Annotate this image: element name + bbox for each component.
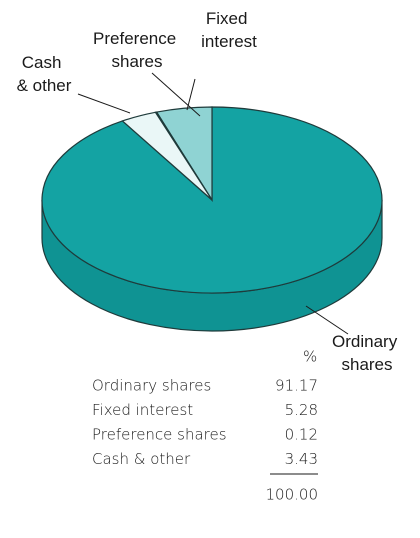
table-category: Ordinary shares	[92, 377, 211, 395]
table-category: Cash & other	[92, 450, 191, 468]
total-value: 100.00	[266, 486, 319, 504]
leader-line	[186, 78, 196, 111]
label-line: & other	[17, 76, 72, 95]
table-value: 5.28	[285, 401, 318, 419]
table-value: 0.12	[285, 426, 318, 444]
label-line: interest	[201, 32, 257, 51]
table-category: Preference shares	[92, 426, 227, 444]
pie-top	[41, 106, 383, 294]
pie-label: Ordinary shares	[332, 332, 402, 374]
leader-line	[77, 93, 131, 114]
pie-label: Cash & other	[17, 53, 72, 95]
label-line: Cash	[22, 53, 66, 72]
unit-header: %	[303, 348, 317, 366]
pie-label: Fixed interest	[201, 9, 257, 51]
leader-line	[151, 72, 201, 117]
label-line: Preference	[93, 29, 181, 48]
leader-line	[305, 305, 349, 335]
label-line: Ordinary	[332, 332, 402, 351]
label-line: Fixed	[206, 9, 252, 28]
table-category: Fixed interest	[92, 401, 193, 419]
table-value: 91.17	[275, 377, 318, 395]
label-line: shares	[111, 52, 162, 71]
pie-label: Preference shares	[93, 29, 181, 71]
table-value: 3.43	[285, 450, 318, 468]
slice	[121, 111, 213, 201]
label-line: shares	[341, 355, 392, 374]
